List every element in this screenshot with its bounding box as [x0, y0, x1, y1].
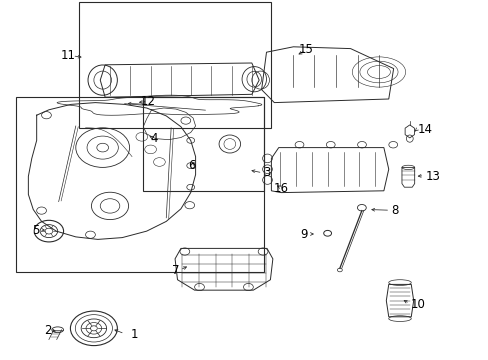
- Text: 14: 14: [417, 123, 432, 136]
- Text: 13: 13: [425, 170, 439, 183]
- Text: 8: 8: [390, 204, 398, 217]
- Text: 16: 16: [273, 182, 287, 195]
- Text: 3: 3: [263, 166, 270, 179]
- Text: 15: 15: [298, 43, 312, 56]
- Bar: [79, 2, 271, 128]
- Text: 11: 11: [61, 49, 76, 62]
- Text: 7: 7: [172, 264, 180, 277]
- Text: 10: 10: [410, 298, 425, 311]
- Bar: [143, 97, 264, 191]
- Text: 5: 5: [32, 224, 40, 237]
- Text: 4: 4: [150, 132, 158, 145]
- Bar: [16, 97, 264, 272]
- Text: 12: 12: [140, 95, 155, 108]
- Text: 9: 9: [300, 228, 307, 241]
- Text: 1: 1: [131, 328, 138, 341]
- Text: 2: 2: [44, 324, 52, 337]
- Text: 6: 6: [187, 159, 195, 172]
